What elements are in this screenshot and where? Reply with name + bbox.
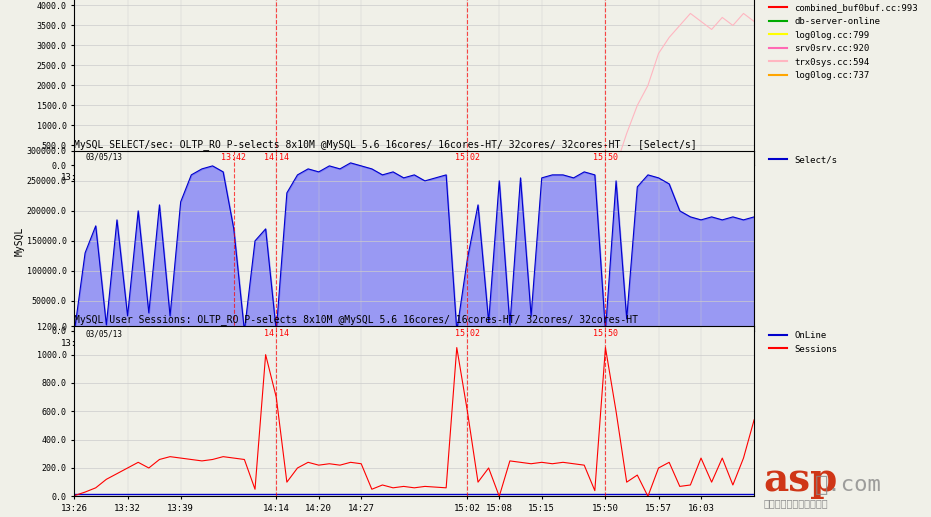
Text: 13:42: 13:42 (222, 153, 247, 162)
Text: MySQL SELECT/sec: OLTP_RO P-selects 8x10M @MySQL 5.6 16cores/ 16cores-HT/ 32core: MySQL SELECT/sec: OLTP_RO P-selects 8x10… (74, 139, 697, 149)
Text: 库.com: 库.com (815, 475, 882, 495)
Text: 15:02: 15:02 (455, 153, 479, 162)
Text: MySQL: MySQL (15, 226, 25, 255)
Text: MySQL User Sessions: OLTP_RO P-selects 8x10M @MySQL 5.6 16cores/ 16cores-HT/ 32c: MySQL User Sessions: OLTP_RO P-selects 8… (74, 314, 639, 325)
Legend: Select/s: Select/s (765, 152, 841, 168)
Text: asp: asp (763, 461, 838, 499)
Text: 15:50: 15:50 (593, 153, 618, 162)
Text: 14:14: 14:14 (263, 329, 289, 338)
Text: 14:14: 14:14 (263, 153, 289, 162)
Text: 03/05/13: 03/05/13 (85, 329, 122, 338)
Legend: OnLine, Sessions: OnLine, Sessions (765, 327, 841, 357)
Legend: btr0sea.cc:173, combined_buf0buf.cc:993, db-server-online, log0log.cc:799, srv0s: btr0sea.cc:173, combined_buf0buf.cc:993,… (765, 0, 922, 84)
Text: 15:02: 15:02 (455, 329, 479, 338)
Text: 03/05/13: 03/05/13 (85, 153, 122, 162)
Text: 免费网络资源自由下载站: 免费网络资源自由下载站 (763, 499, 828, 509)
Text: 15:50: 15:50 (593, 329, 618, 338)
